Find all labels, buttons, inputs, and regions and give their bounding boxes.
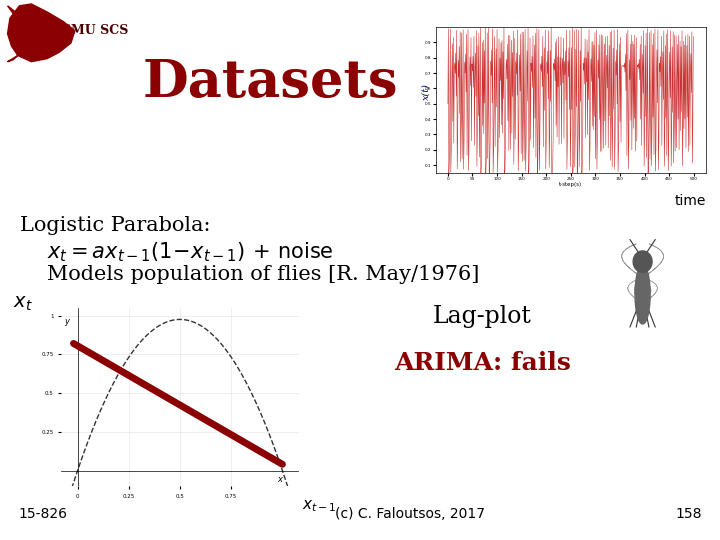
Text: Models population of flies [R. May/1976]: Models population of flies [R. May/1976] (47, 265, 480, 284)
Text: $x_{t-1}$: $x_{t-1}$ (302, 498, 337, 514)
Polygon shape (633, 251, 652, 272)
Polygon shape (638, 280, 657, 321)
Polygon shape (7, 4, 75, 62)
Polygon shape (7, 56, 18, 62)
Polygon shape (628, 280, 647, 321)
Polygon shape (635, 265, 650, 324)
Text: $x_{t-1}$: $x_{t-1}$ (246, 472, 280, 488)
Polygon shape (622, 244, 651, 303)
Text: x(t): x(t) (422, 83, 431, 100)
Text: y: y (64, 317, 69, 326)
Text: x: x (277, 475, 282, 484)
Polygon shape (634, 244, 663, 303)
Text: (c) C. Faloutsos, 2017: (c) C. Faloutsos, 2017 (335, 507, 485, 521)
Text: 158: 158 (675, 507, 702, 521)
Text: $x_t = ax_{t-1}(1\!-\!x_{t-1})$$\,+\,$noise: $x_t = ax_{t-1}(1\!-\!x_{t-1})$$\,+\,$no… (47, 240, 333, 264)
Text: time: time (674, 194, 706, 208)
Text: CMU SCS: CMU SCS (61, 24, 129, 37)
Text: ARIMA: fails: ARIMA: fails (394, 351, 571, 375)
Text: Logistic Parabola:: Logistic Parabola: (20, 216, 211, 235)
Text: 15-826: 15-826 (18, 507, 67, 521)
Polygon shape (7, 6, 27, 28)
Text: Lag-plot: Lag-plot (433, 305, 532, 328)
X-axis label: t-step(s): t-step(s) (559, 183, 582, 187)
Text: Datasets: Datasets (143, 57, 397, 107)
Text: $x_t$: $x_t$ (13, 294, 33, 313)
